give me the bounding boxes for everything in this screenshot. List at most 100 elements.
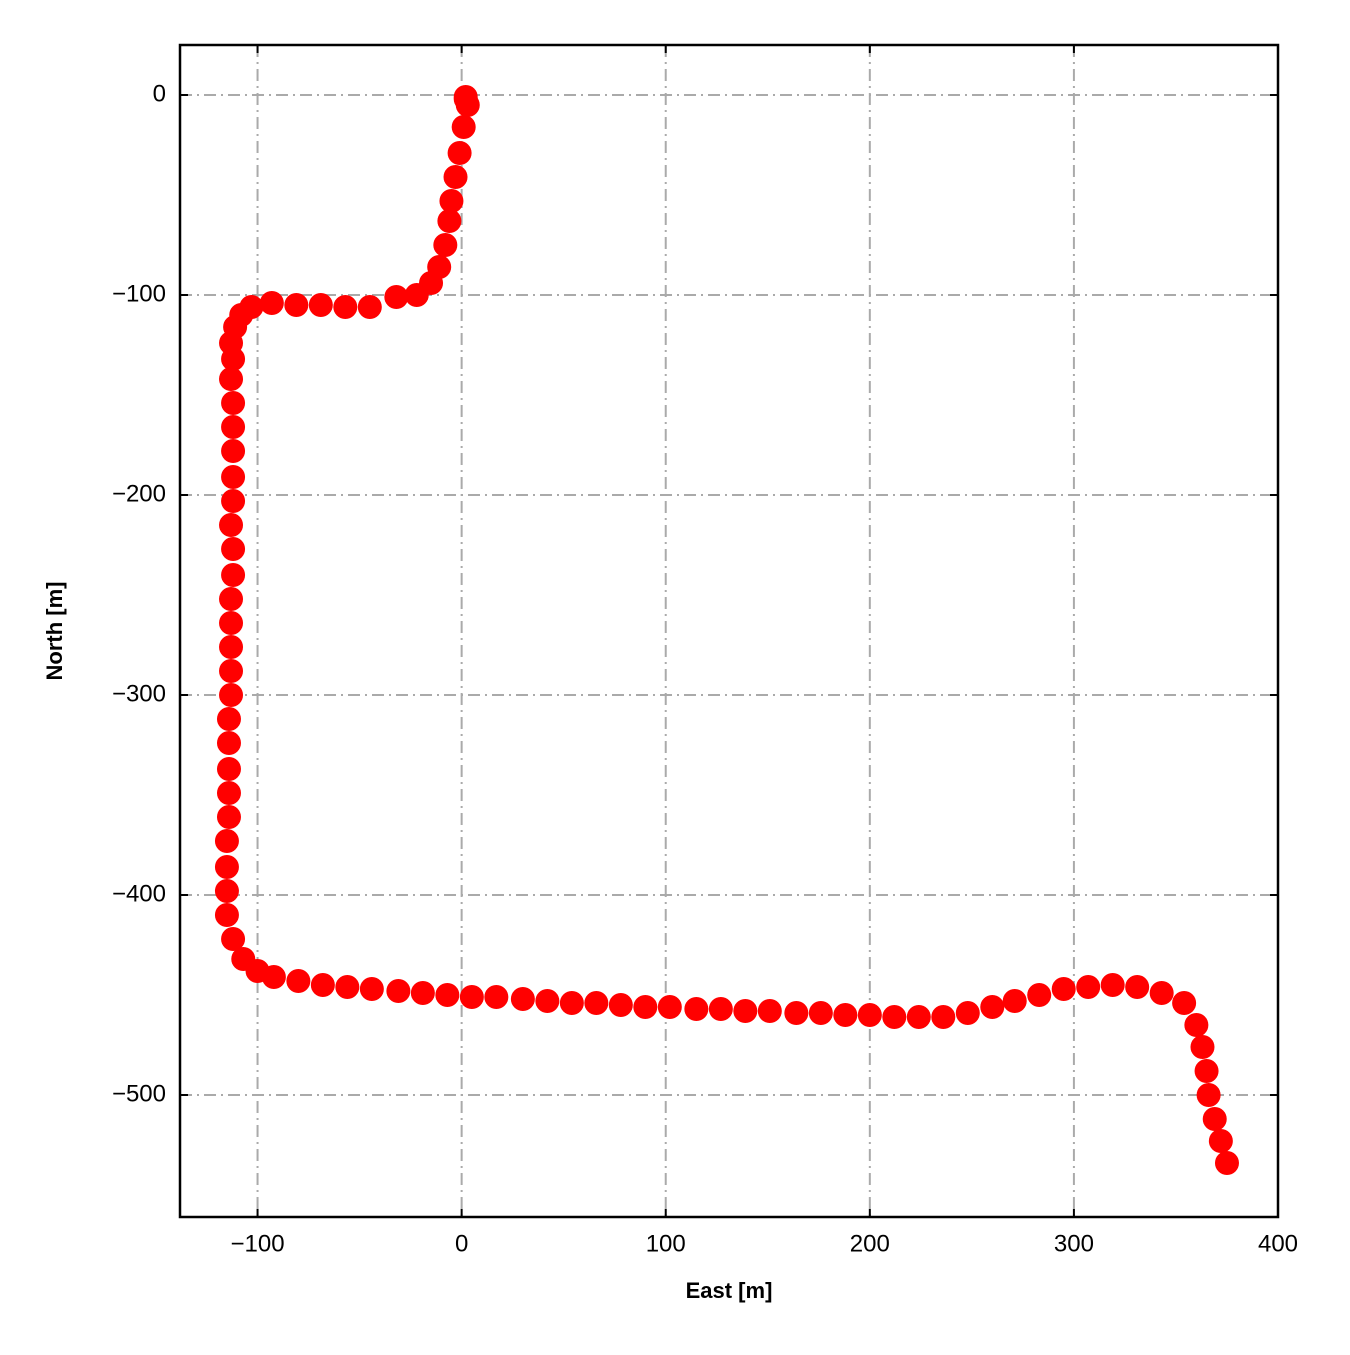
point: [833, 1003, 858, 1027]
point: [443, 165, 468, 189]
point: [221, 927, 246, 951]
point: [221, 537, 246, 561]
point: [784, 1001, 809, 1025]
point: [216, 781, 241, 805]
point: [216, 707, 241, 731]
x-axis-label: East [m]: [686, 1278, 773, 1303]
point: [359, 977, 384, 1001]
point: [633, 995, 658, 1019]
point: [459, 985, 484, 1009]
point: [1202, 1107, 1227, 1131]
point: [219, 683, 244, 707]
x-tick-label: 300: [1054, 1230, 1094, 1257]
point: [955, 1001, 980, 1025]
point: [535, 989, 560, 1013]
y-tick-label: −400: [112, 880, 166, 907]
point: [708, 997, 733, 1021]
point: [1076, 975, 1101, 999]
point: [221, 391, 246, 415]
point: [259, 291, 284, 315]
point: [221, 347, 246, 371]
point: [216, 805, 241, 829]
point: [333, 295, 358, 319]
point: [1125, 975, 1150, 999]
plot-frame: [178, 43, 1280, 1219]
y-tick-label: 0: [153, 80, 166, 107]
point: [1190, 1035, 1215, 1059]
x-tick-label: 400: [1258, 1230, 1298, 1257]
y-tick-label: −300: [112, 680, 166, 707]
point: [857, 1003, 882, 1027]
y-tick-label: −500: [112, 1080, 166, 1107]
point: [510, 987, 535, 1011]
point: [214, 829, 239, 853]
x-tick-label: 200: [850, 1230, 890, 1257]
y-tick-label: −100: [112, 280, 166, 307]
point: [219, 513, 244, 537]
y-tick-label: −200: [112, 480, 166, 507]
point: [1100, 973, 1125, 997]
point: [214, 855, 239, 879]
point: [214, 879, 239, 903]
point: [808, 1001, 833, 1025]
x-tick-label: 100: [646, 1230, 686, 1257]
point: [684, 997, 709, 1021]
point: [437, 209, 462, 233]
point: [882, 1005, 907, 1029]
point: [219, 587, 244, 611]
point: [1027, 983, 1052, 1007]
point: [261, 965, 286, 989]
point: [433, 233, 458, 257]
point: [484, 985, 509, 1009]
point: [733, 999, 758, 1023]
point: [1051, 977, 1076, 1001]
point: [219, 659, 244, 683]
point: [439, 189, 464, 213]
point: [980, 995, 1005, 1019]
point: [657, 995, 682, 1019]
point: [221, 489, 246, 513]
x-tick-label: 0: [455, 1230, 468, 1257]
point: [455, 93, 480, 117]
point: [1194, 1059, 1219, 1083]
point: [386, 979, 411, 1003]
point: [221, 563, 246, 587]
x-tick-label: −100: [231, 1230, 285, 1257]
point: [906, 1005, 931, 1029]
point: [221, 415, 246, 439]
point: [757, 999, 782, 1023]
point: [447, 141, 472, 165]
point: [1196, 1083, 1221, 1107]
point: [404, 283, 429, 307]
point: [310, 973, 335, 997]
point: [219, 635, 244, 659]
point: [335, 975, 360, 999]
point: [221, 465, 246, 489]
point: [608, 993, 633, 1017]
point: [1172, 991, 1197, 1015]
point: [308, 293, 333, 317]
point: [584, 991, 609, 1015]
point: [384, 285, 409, 309]
point: [435, 983, 460, 1007]
point: [1184, 1013, 1209, 1037]
point: [1208, 1129, 1233, 1153]
point: [451, 115, 476, 139]
point: [216, 731, 241, 755]
point: [219, 611, 244, 635]
point: [1002, 989, 1027, 1013]
point: [1214, 1151, 1239, 1175]
y-axis-label: North [m]: [42, 582, 67, 681]
point: [1149, 981, 1174, 1005]
point: [286, 969, 311, 993]
point: [214, 903, 239, 927]
point: [931, 1005, 956, 1029]
point: [410, 981, 435, 1005]
point: [221, 439, 246, 463]
point: [357, 295, 382, 319]
point: [559, 991, 584, 1015]
point: [216, 757, 241, 781]
point: [284, 293, 309, 317]
